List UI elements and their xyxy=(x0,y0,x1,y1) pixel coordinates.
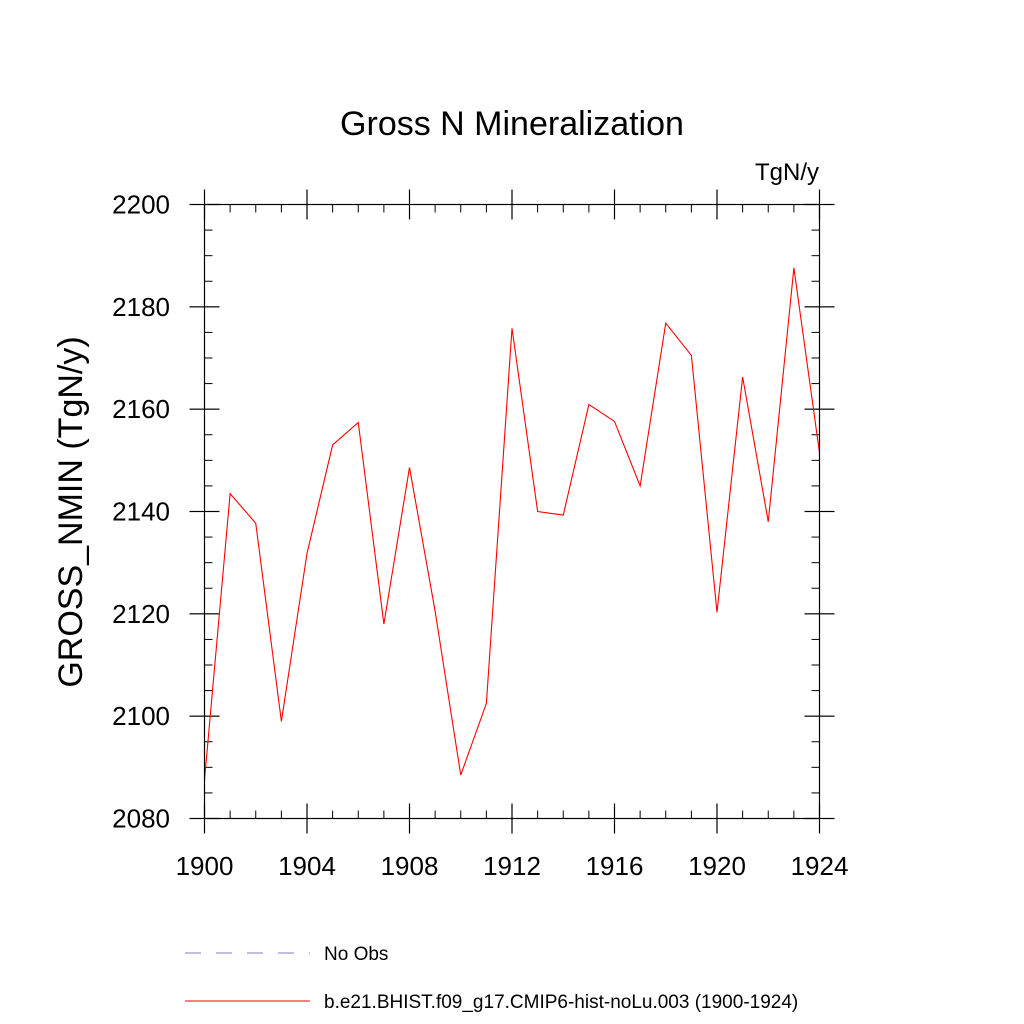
legend-no-obs-label: No Obs xyxy=(324,944,388,965)
y-tick-label: 2120 xyxy=(112,599,170,629)
minor-ticks xyxy=(204,204,820,819)
y-axis-label: GROSS_NMIN (TgN/y) xyxy=(52,336,90,687)
y-tick-label: 2160 xyxy=(112,394,170,424)
x-tick-label: 1920 xyxy=(688,851,746,881)
y-tick-label: 2140 xyxy=(112,497,170,527)
x-tick-label: 1924 xyxy=(791,851,849,881)
x-tick-label: 1912 xyxy=(483,851,541,881)
y-tick-labels: 2080 2100 2120 2140 2160 2180 2200 xyxy=(112,190,170,834)
x-tick-label: 1904 xyxy=(278,851,336,881)
series-line-1 xyxy=(203,267,821,781)
x-tick-label: 1916 xyxy=(586,851,644,881)
x-tick-labels: 1900 1904 1908 1912 1916 1920 1924 xyxy=(176,851,849,881)
major-ticks xyxy=(189,189,835,834)
y-tick-label: 2100 xyxy=(112,701,170,731)
units-label: TgN/y xyxy=(755,159,819,186)
series-group xyxy=(203,267,821,781)
y-tick-label: 2200 xyxy=(112,190,170,220)
y-tick-label: 2080 xyxy=(112,804,170,834)
plot-frame xyxy=(203,203,821,820)
legend: No Obs b.e21.BHIST.f09_g17.CMIP6-hist-no… xyxy=(185,944,798,1013)
y-tick-label: 2180 xyxy=(112,292,170,322)
x-tick-label: 1900 xyxy=(176,851,234,881)
chart-title: Gross N Mineralization xyxy=(340,105,684,143)
x-tick-label: 1908 xyxy=(381,851,439,881)
legend-model-label: b.e21.BHIST.f09_g17.CMIP6-hist-noLu.003 … xyxy=(324,992,798,1013)
